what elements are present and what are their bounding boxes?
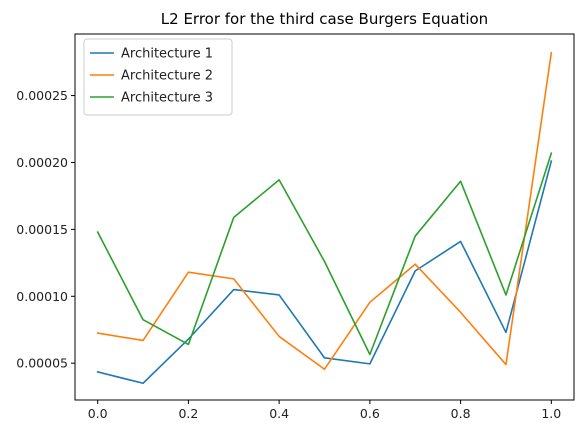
chart-title: L2 Error for the third case Burgers Equa… — [161, 10, 488, 28]
x-tick-label: 0.0 — [88, 406, 108, 421]
x-tick-label: 0.8 — [451, 406, 471, 421]
x-axis: 0.0 0.2 0.4 0.6 0.8 1.0 — [88, 400, 561, 421]
x-tick-label: 0.4 — [269, 406, 289, 421]
y-tick-label: 0.00010 — [16, 289, 68, 304]
legend-label-3: Architecture 3 — [121, 91, 213, 106]
series-line-3 — [96, 152, 553, 356]
plot-frame — [74, 33, 575, 401]
y-tick-label: 0.00025 — [16, 88, 68, 103]
series-line-2 — [96, 51, 553, 371]
plot-lines — [96, 51, 553, 385]
legend-box — [83, 38, 233, 116]
x-tick-label: 0.2 — [178, 406, 198, 421]
series-line-1 — [96, 160, 553, 385]
y-tick-label: 0.00015 — [16, 222, 68, 237]
y-axis: 0.00005 0.00010 0.00015 0.00020 0.00025 — [16, 88, 75, 371]
y-tick-label: 0.00020 — [16, 155, 68, 170]
legend: Architecture 1 Architecture 2 Architecture… — [83, 38, 233, 116]
legend-label-1: Architecture 1 — [121, 47, 213, 62]
x-tick-label: 0.6 — [360, 406, 380, 421]
y-tick-label: 0.00005 — [16, 356, 68, 371]
legend-label-2: Architecture 2 — [121, 69, 213, 84]
x-tick-label: 1.0 — [541, 406, 561, 421]
